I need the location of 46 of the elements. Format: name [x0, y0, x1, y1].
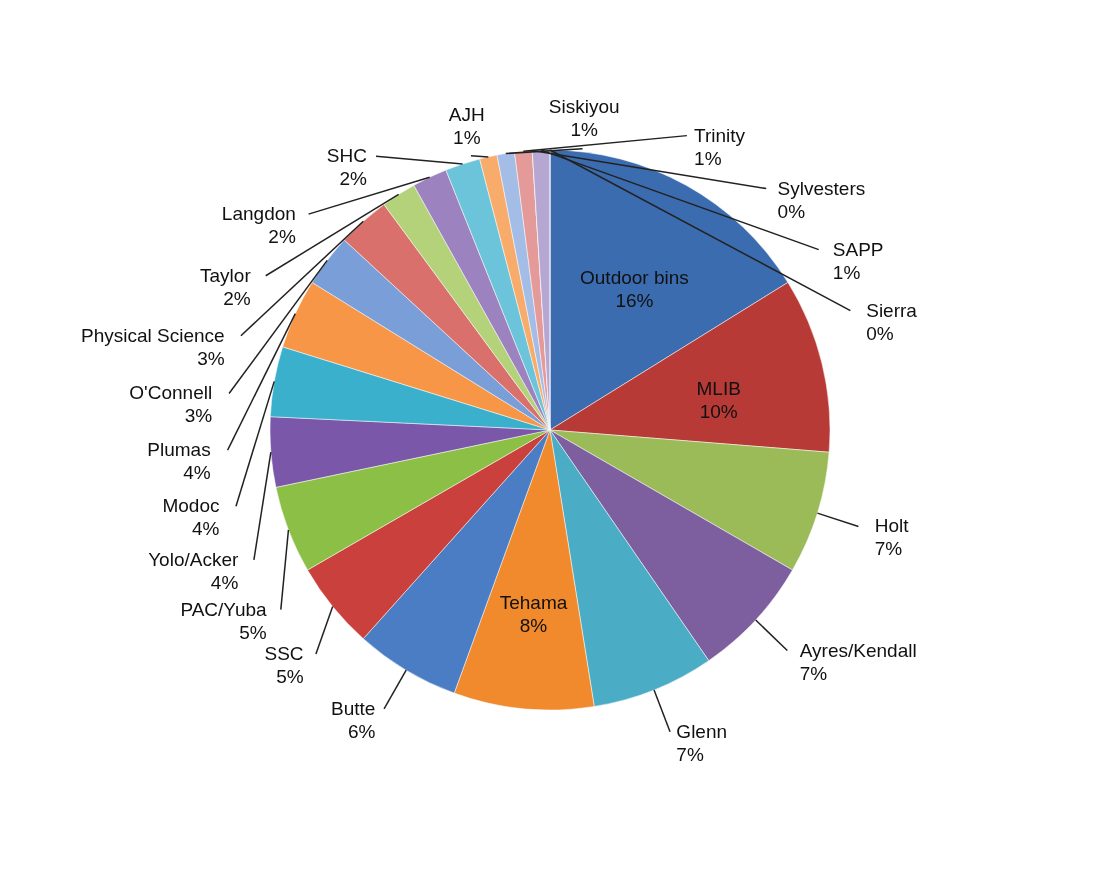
- slice-label: Ayres/Kendall: [799, 639, 917, 661]
- slice-label: PAC/Yuba: [180, 598, 268, 620]
- data-label: 5%: [276, 665, 304, 687]
- slice-label: Langdon: [221, 203, 296, 225]
- data-label: 2%: [268, 226, 296, 248]
- category-label: Sylvesters: [777, 177, 866, 199]
- slice-label: Taylor: [200, 264, 252, 286]
- slice-label: Plumas: [147, 439, 211, 461]
- slice-label: Holt: [874, 515, 910, 537]
- data-label: 7%: [676, 743, 704, 765]
- data-label: 1%: [453, 126, 481, 148]
- data-label: 1%: [832, 261, 861, 283]
- category-label: Sierra: [866, 299, 917, 321]
- slice-label: Trinity: [694, 124, 746, 146]
- slice-label: Physical Science: [80, 324, 225, 346]
- data-label: 4%: [183, 462, 211, 484]
- slice-label: Modoc: [162, 495, 220, 517]
- data-label: 7%: [799, 662, 828, 684]
- data-label: 3%: [197, 347, 225, 369]
- data-label: 16%: [615, 290, 654, 312]
- data-label: 5%: [239, 621, 267, 643]
- data-label: 3%: [184, 405, 213, 427]
- data-label: 2%: [223, 287, 251, 309]
- data-label: 7%: [874, 538, 903, 560]
- slice-label: SSC: [264, 642, 304, 664]
- slice-label: Yolo/Acker: [148, 548, 239, 570]
- text: 0%: [866, 322, 894, 344]
- slice-label: Outdoor bins: [580, 267, 689, 289]
- slice-label: SHC: [326, 145, 367, 167]
- data-label: 1%: [694, 147, 722, 169]
- data-label: 10%: [699, 401, 738, 423]
- data-label: 4%: [210, 571, 239, 593]
- data-label: 4%: [192, 518, 220, 540]
- slice-label: AJH: [448, 103, 485, 125]
- slice-label: Glenn: [676, 720, 728, 742]
- slice-label: Siskiyou: [548, 95, 620, 117]
- data-label: 2%: [339, 168, 367, 190]
- slice-label: Butte: [330, 697, 376, 719]
- slice-label: O'Connell: [129, 382, 213, 404]
- text: 0%: [777, 200, 806, 222]
- slice-label: Tehama: [499, 591, 568, 613]
- slice-label: MLIB: [696, 378, 741, 400]
- data-label: 6%: [347, 720, 376, 742]
- slice-label: SAPP: [832, 238, 884, 260]
- data-label: 1%: [570, 118, 599, 140]
- data-label: 8%: [519, 614, 548, 636]
